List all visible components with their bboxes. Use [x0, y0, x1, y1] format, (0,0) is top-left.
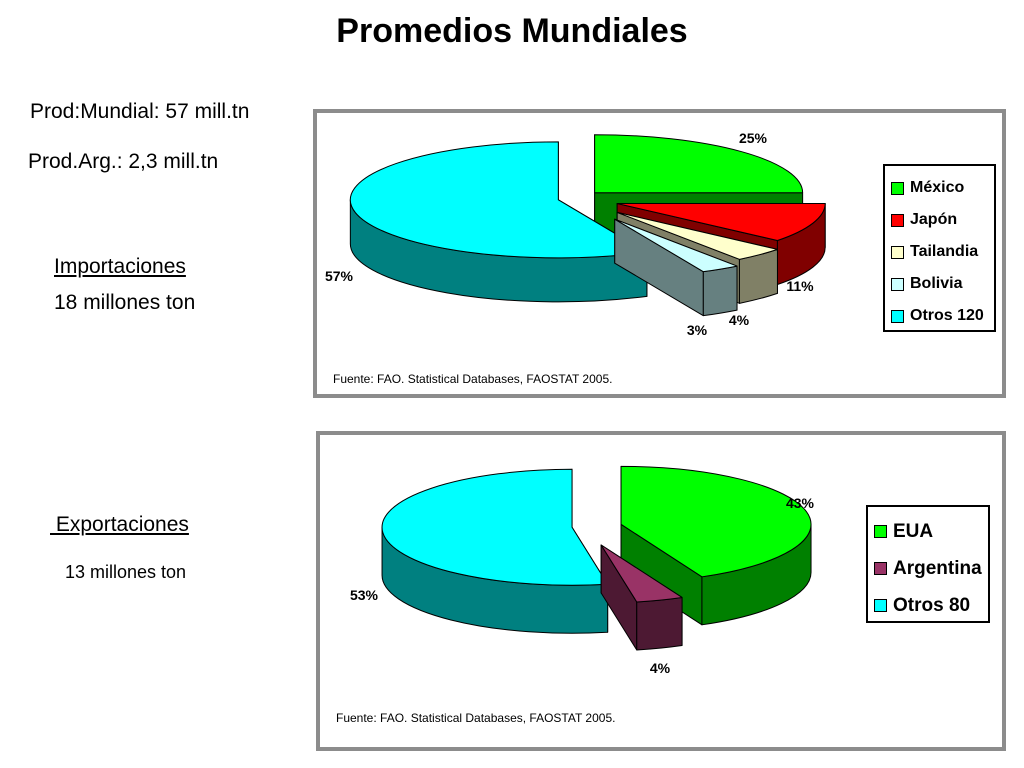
imports-legend-swatch	[891, 309, 904, 323]
world-production-text: Prod:Mundial: 57 mill.tn	[30, 100, 250, 123]
exports-pie-chart: 43% 53% 4%	[350, 465, 815, 676]
exports-legend-swatch	[874, 562, 887, 575]
imports-legend-item-bolivia: Bolivia	[891, 268, 988, 300]
exports-data-label-otros-80: 53%	[350, 587, 379, 603]
imports-slice-bolivia	[614, 218, 738, 317]
imports-pie-chart: 25% 57% 11% 4% 3%	[325, 130, 826, 338]
imports-legend-label: Otros 120	[910, 307, 984, 324]
imports-source-note: Fuente: FAO. Statistical Databases, FAOS…	[333, 372, 613, 386]
page-title: Promedios Mundiales	[336, 12, 688, 50]
exports-slice-otros-80	[381, 468, 609, 634]
imports-legend: México Japón Tailandia Bolivia Otros 120	[883, 164, 996, 332]
imports-legend-label: Japón	[910, 211, 958, 228]
argentina-production-text: Prod.Arg.: 2,3 mill.tn	[28, 150, 219, 173]
exports-legend-label: Argentina	[893, 557, 982, 579]
imports-legend-swatch	[891, 181, 904, 195]
imports-heading: Importaciones	[54, 255, 186, 278]
imports-legend-label: Bolivia	[910, 275, 963, 292]
imports-legend-swatch	[891, 245, 904, 259]
exports-source-note: Fuente: FAO. Statistical Databases, FAOS…	[336, 711, 616, 725]
imports-legend-label: México	[910, 179, 965, 196]
imports-legend-item-otros-120: Otros 120	[891, 300, 988, 332]
imports-legend-swatch	[891, 213, 904, 227]
exports-chart-panel: 43% 53% 4% EUA Argentina Otros 80 Fuente: FA…	[316, 431, 1006, 751]
imports-data-label-mexico: 25%	[739, 130, 768, 146]
imports-legend-swatch	[891, 277, 904, 291]
exports-slice-eua	[620, 465, 812, 626]
imports-value: 18 millones ton	[54, 291, 196, 314]
exports-legend: EUA Argentina Otros 80	[866, 505, 990, 623]
exports-value: 13 millones ton	[65, 562, 187, 582]
exports-legend-item-argentina: Argentina	[874, 550, 982, 587]
exports-legend-label: EUA	[893, 520, 934, 542]
imports-data-label-japon: 11%	[786, 278, 814, 294]
exports-legend-item-otros-80: Otros 80	[874, 587, 982, 624]
imports-data-label-tailandia: 4%	[729, 312, 750, 328]
imports-legend-label: Tailandia	[910, 243, 979, 260]
imports-chart-panel: 25% 57% 11% 4% 3% México Japón Tailandia Bolivi…	[313, 109, 1006, 398]
exports-legend-item-eua: EUA	[874, 513, 982, 550]
exports-data-label-argentina: 4%	[650, 660, 671, 676]
imports-data-label-otros-120: 57%	[325, 268, 354, 284]
imports-data-label-bolivia: 3%	[687, 322, 708, 338]
exports-legend-label: Otros 80	[893, 594, 971, 616]
imports-legend-item-tailandia: Tailandia	[891, 236, 988, 268]
exports-data-label-eua: 43%	[786, 495, 815, 511]
imports-legend-item-japon: Japón	[891, 204, 988, 236]
exports-legend-swatch	[874, 525, 887, 538]
exports-slice-argentina	[600, 544, 683, 651]
imports-legend-item-mexico: México	[891, 172, 988, 204]
exports-heading: Exportaciones	[50, 513, 189, 536]
imports-slice-otros-120	[349, 141, 648, 303]
exports-legend-swatch	[874, 599, 887, 612]
